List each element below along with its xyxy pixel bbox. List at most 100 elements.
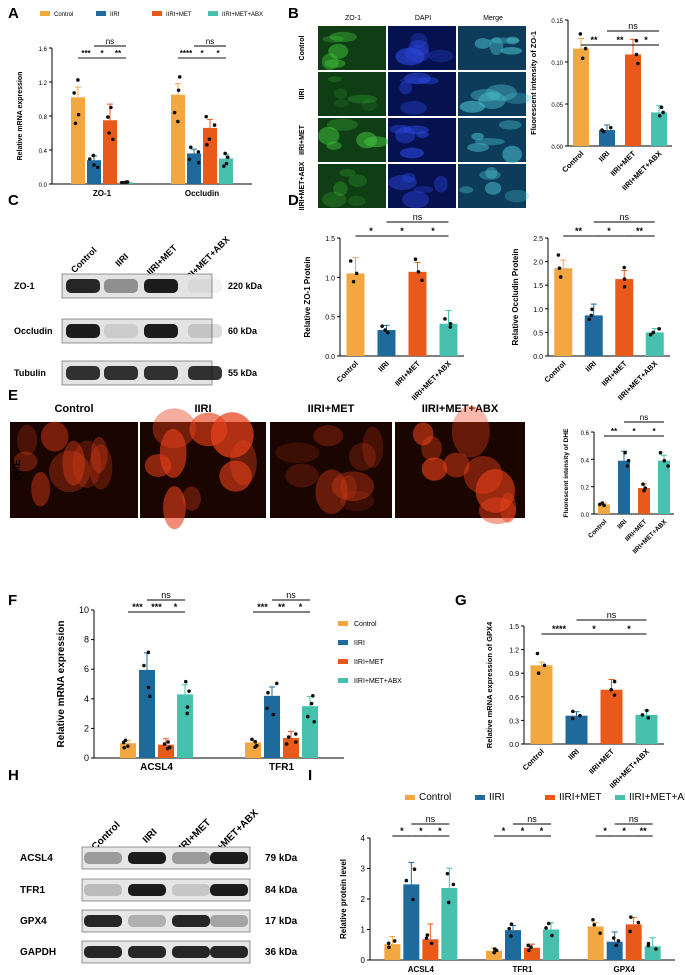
data-point-I — [451, 882, 456, 887]
bar-A-1-2 — [203, 127, 217, 184]
micrograph-texture — [459, 186, 474, 194]
bar-D2-2 — [615, 279, 634, 356]
micrograph-texture — [326, 118, 358, 131]
panelB-col-label: ZO-1 — [345, 15, 361, 22]
micrograph-texture — [324, 59, 346, 68]
sig-I-label: ns — [527, 814, 537, 824]
data-point-F — [148, 694, 152, 699]
sig-G-1-label: **** — [552, 624, 567, 634]
data-point-I — [591, 917, 595, 922]
panel-letter-B: B — [288, 5, 299, 22]
data-point-G — [535, 651, 540, 656]
y-tick-label-D1: 0.0 — [325, 354, 335, 361]
legend-label-A: IIRI — [110, 12, 120, 18]
legend-label-F: IIRI+MET+ABX — [354, 678, 402, 685]
legend-label-A: IIRI+MET+ABX — [222, 12, 263, 18]
legend-label-I: IIRI — [489, 792, 505, 803]
y-tick-label-F: 6 — [84, 664, 89, 674]
sig-F-label: *** — [257, 602, 268, 612]
x-tick-label-D1: Control — [335, 359, 360, 384]
micrograph-texture — [399, 76, 430, 84]
data-point-I — [629, 915, 633, 919]
bar-I-0-2 — [422, 939, 439, 960]
data-point-D2 — [587, 317, 592, 322]
y-tick-label-I: 4 — [361, 834, 366, 843]
bar-A-1-1 — [187, 153, 201, 184]
bar-I-1-2 — [524, 947, 540, 960]
data-point-I — [494, 948, 499, 953]
dhe-texture — [163, 486, 186, 530]
micrograph-texture — [402, 190, 430, 209]
sig-B-3-label: * — [644, 35, 648, 45]
micrograph-tile — [388, 164, 456, 208]
sig-F-label: ** — [278, 602, 286, 612]
y-tick-label-G: 0.9 — [509, 671, 519, 678]
data-point-E — [625, 464, 630, 468]
blot-band — [188, 279, 222, 293]
data-point-A — [196, 160, 201, 165]
data-point-B — [634, 38, 639, 43]
x-tick-label-B: Control — [560, 149, 585, 174]
y-tick-label-D2: 1.0 — [533, 307, 543, 314]
data-point-I — [445, 871, 450, 876]
micrograph-texture — [484, 181, 502, 195]
dhe-texture — [152, 408, 196, 449]
x-tick-label-E: Control — [587, 518, 608, 539]
panelH-band-kda: 84 kDa — [265, 885, 298, 896]
panelC-lane-label: Control — [69, 245, 99, 275]
panelH-band-name: GAPDH — [20, 947, 56, 958]
micrograph-texture — [478, 92, 506, 109]
dhe-texture — [219, 460, 252, 492]
x-tick-label-D1: IIRI+MET — [393, 359, 422, 388]
sig-F-label: * — [299, 602, 303, 612]
y-tick-label-I: 0 — [361, 956, 366, 965]
y-axis-label-D2: Relative Occludin Protein — [511, 248, 520, 345]
dhe-texture — [182, 486, 201, 511]
blot-band — [66, 324, 100, 338]
data-point-A — [95, 165, 100, 170]
data-point-G — [612, 679, 617, 684]
bar-G-3 — [635, 714, 658, 744]
data-point-F — [183, 679, 188, 684]
dhe-texture — [144, 454, 172, 478]
bar-I-0-1 — [403, 884, 420, 960]
sig-F-label: ns — [286, 590, 296, 600]
panelH-band-kda: 17 kDa — [265, 916, 298, 927]
bar-F-1-0 — [245, 742, 261, 758]
bar-D1-0 — [346, 273, 365, 356]
data-point-E — [597, 502, 602, 507]
sig-I-label: ns — [426, 814, 436, 824]
bar-D2-0 — [554, 268, 573, 356]
data-point-I — [387, 945, 391, 950]
sig-D1-4-label: ns — [413, 212, 423, 222]
micrograph-texture — [322, 35, 344, 43]
data-point-A — [107, 131, 111, 135]
bar-I-2-2 — [625, 924, 642, 960]
micrograph-texture — [356, 131, 378, 149]
data-point-B — [634, 52, 639, 57]
dhe-image — [270, 422, 392, 518]
sig-A-label: * — [200, 49, 204, 58]
data-point-F — [253, 745, 257, 749]
sig-G-2-label: * — [592, 624, 596, 634]
data-point-G — [542, 663, 547, 668]
micrograph-texture — [334, 99, 349, 108]
sig-E-4-label: ns — [640, 413, 648, 422]
x-tick-label-I: TFR1 — [513, 965, 534, 974]
data-point-A — [205, 142, 209, 147]
data-point-F — [253, 739, 258, 744]
y-tick-label-B: 0.00 — [551, 145, 563, 151]
data-point-G — [645, 708, 649, 713]
bar-E-3 — [658, 460, 670, 514]
bar-F-0-2 — [158, 744, 174, 758]
data-point-A — [196, 150, 201, 154]
micrograph-texture — [489, 37, 504, 56]
dhe-texture — [362, 426, 384, 469]
data-point-E — [602, 503, 606, 508]
data-point-E — [658, 450, 663, 455]
x-tick-label-I: GPX4 — [613, 965, 635, 974]
micrograph-texture — [413, 186, 434, 194]
micrograph-texture — [327, 76, 342, 83]
y-tick-label-E: 0.4 — [581, 458, 590, 464]
y-tick-label-B: 0.05 — [551, 103, 563, 109]
